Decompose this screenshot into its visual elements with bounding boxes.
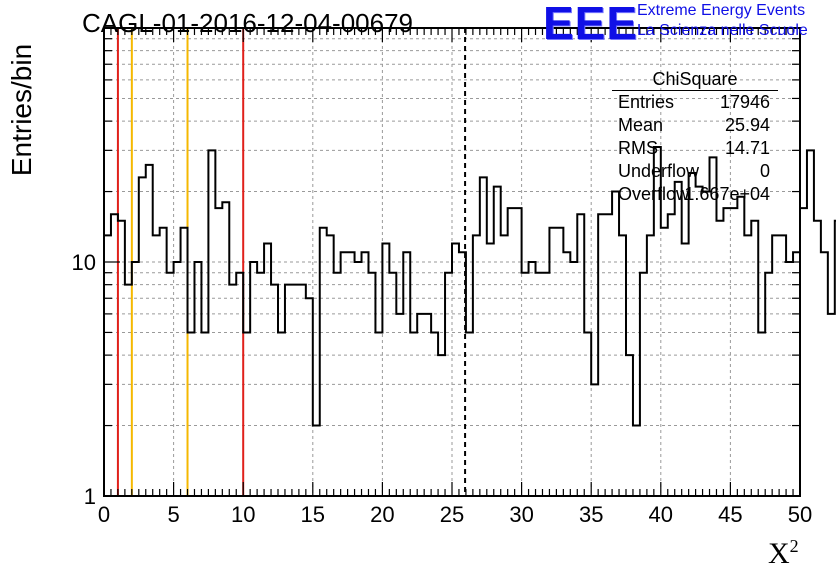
x-axis-label-base: X: [768, 537, 790, 570]
x-tick-label: 35: [579, 502, 603, 527]
stats-value: 1.667e+04: [684, 184, 770, 204]
x-tick-label: 15: [301, 502, 325, 527]
stats-key: Mean: [618, 115, 664, 135]
x-axis-label: X2: [768, 536, 799, 571]
stats-key: RMS: [618, 138, 658, 158]
grid-layer: [104, 28, 800, 496]
x-tick-label: 10: [231, 502, 255, 527]
stats-row: Overflow 1.667e+04: [612, 183, 778, 206]
x-tick-label: 40: [649, 502, 673, 527]
stats-row: Entries 17946: [612, 91, 778, 114]
stats-box: ChiSquare Entries 17946 Mean 25.94 RMS 14.7…: [612, 68, 778, 206]
x-tick-label: 30: [509, 502, 533, 527]
eee-logo: EEE: [543, 0, 639, 49]
x-axis-label-superscript: 2: [789, 536, 799, 556]
stats-key: Entries: [618, 92, 675, 112]
stats-row: Underflow 0: [612, 160, 778, 183]
y-tick-label: 1: [84, 484, 96, 509]
y-tick-label: 10: [72, 250, 96, 275]
x-tick-label: 45: [718, 502, 742, 527]
x-tick-label: 5: [167, 502, 179, 527]
y-axis-label: Entries/bin: [6, 43, 37, 177]
stats-row: RMS 14.71: [612, 137, 778, 160]
axis-ticks: 0 5 10 15 20 25 30 35 40 45 50 1 10: [72, 28, 812, 527]
x-tick-label: 20: [370, 502, 394, 527]
stats-value: 0: [759, 161, 770, 181]
stats-key: Underflow: [618, 161, 700, 181]
x-tick-label: 50: [788, 502, 812, 527]
histogram-series: [104, 146, 836, 427]
x-tick-label: 25: [440, 502, 464, 527]
eee-logo-tagline-2: La Scienza nelle Scuole: [637, 22, 808, 39]
stats-value: 17946: [719, 92, 770, 112]
stats-value: 25.94: [724, 115, 770, 135]
chart-title: CAGL-01-2016-12-04-00679: [82, 8, 413, 38]
stats-key: Overflow: [618, 184, 690, 204]
stats-row: Mean 25.94: [612, 114, 778, 137]
stats-box-title: ChiSquare: [612, 68, 778, 91]
stats-value: 14.71: [724, 138, 770, 158]
eee-logo-tagline-1: Extreme Energy Events: [637, 2, 806, 19]
x-tick-label: 0: [98, 502, 110, 527]
